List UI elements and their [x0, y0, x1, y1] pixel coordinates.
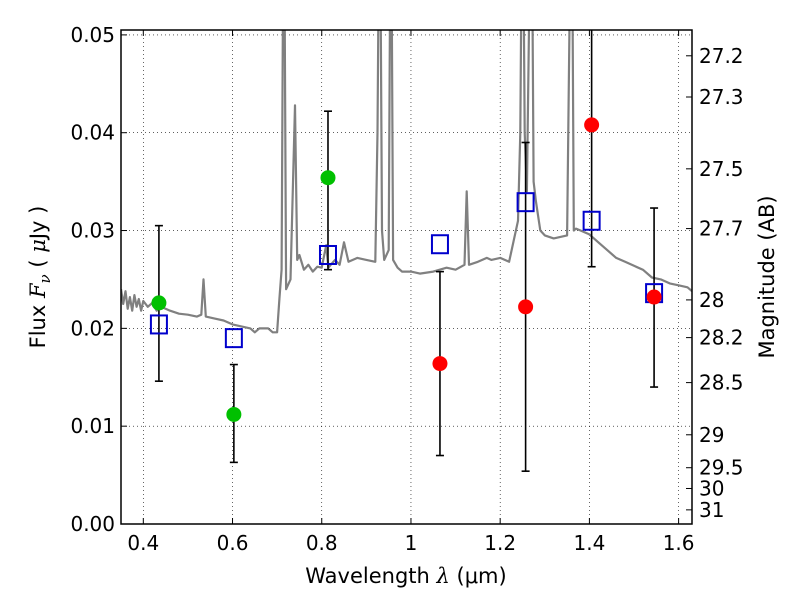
y-tick-label: 0.02 [70, 316, 115, 340]
y2-axis-label: Magnitude (AB) [755, 195, 779, 358]
y2-tick-label: 28.5 [699, 371, 744, 395]
model-square-point [149, 314, 168, 335]
spectrum-line [121, 30, 692, 334]
y-tick-label: 0.04 [70, 121, 115, 145]
y-axis-label: Flux Fν ( μJy ) [26, 206, 54, 349]
x-tick-label: 0.4 [127, 531, 159, 555]
y2-tick-label: 29 [699, 423, 724, 447]
observed-point [432, 356, 448, 372]
x-tick-label: 1.4 [573, 531, 605, 555]
model-square-point [318, 244, 337, 265]
y2-tick-label: 28 [699, 288, 724, 312]
y-tick-label: 0.00 [70, 512, 115, 536]
x-tick-label: 1.6 [663, 531, 695, 555]
y2-tick-label: 30 [699, 476, 724, 500]
plot-area [121, 30, 692, 472]
model-square-point [224, 328, 243, 349]
x-tick-label: 0.6 [217, 531, 249, 555]
x-tick-label: 1 [405, 531, 418, 555]
model-square-point [516, 192, 535, 213]
y2-tick-label: 27.2 [699, 44, 744, 68]
model-square-point [582, 210, 601, 231]
y-tick-label: 0.01 [70, 414, 115, 438]
y-tick-label: 0.03 [70, 219, 115, 243]
observed-point [320, 170, 336, 186]
y-tick-label: 0.05 [70, 23, 115, 47]
y2-tick-label: 29.5 [699, 456, 744, 480]
ticks: 0.4 0.6 0.8 1 1.2 1.4 1.6 0.00 0.01 0.02 0.03 0.04 0… [70, 23, 743, 555]
y2-tick-label: 27.5 [699, 157, 744, 181]
observed-point [151, 295, 167, 311]
y2-tick-label: 27.7 [699, 217, 744, 241]
observed-point [226, 406, 242, 422]
observed-point [584, 117, 600, 133]
plot-frame [120, 29, 693, 525]
x-axis-label: Wavelength λ (μm) [305, 564, 506, 588]
x-tick-label: 1.2 [484, 531, 516, 555]
model-square-point [430, 234, 449, 255]
observed-point [518, 299, 534, 315]
y2-tick-label: 31 [699, 498, 724, 522]
x-tick-label: 0.8 [306, 531, 338, 555]
y2-tick-label: 28.2 [699, 326, 744, 350]
observed-point [646, 289, 662, 305]
y2-tick-label: 27.3 [699, 85, 744, 109]
